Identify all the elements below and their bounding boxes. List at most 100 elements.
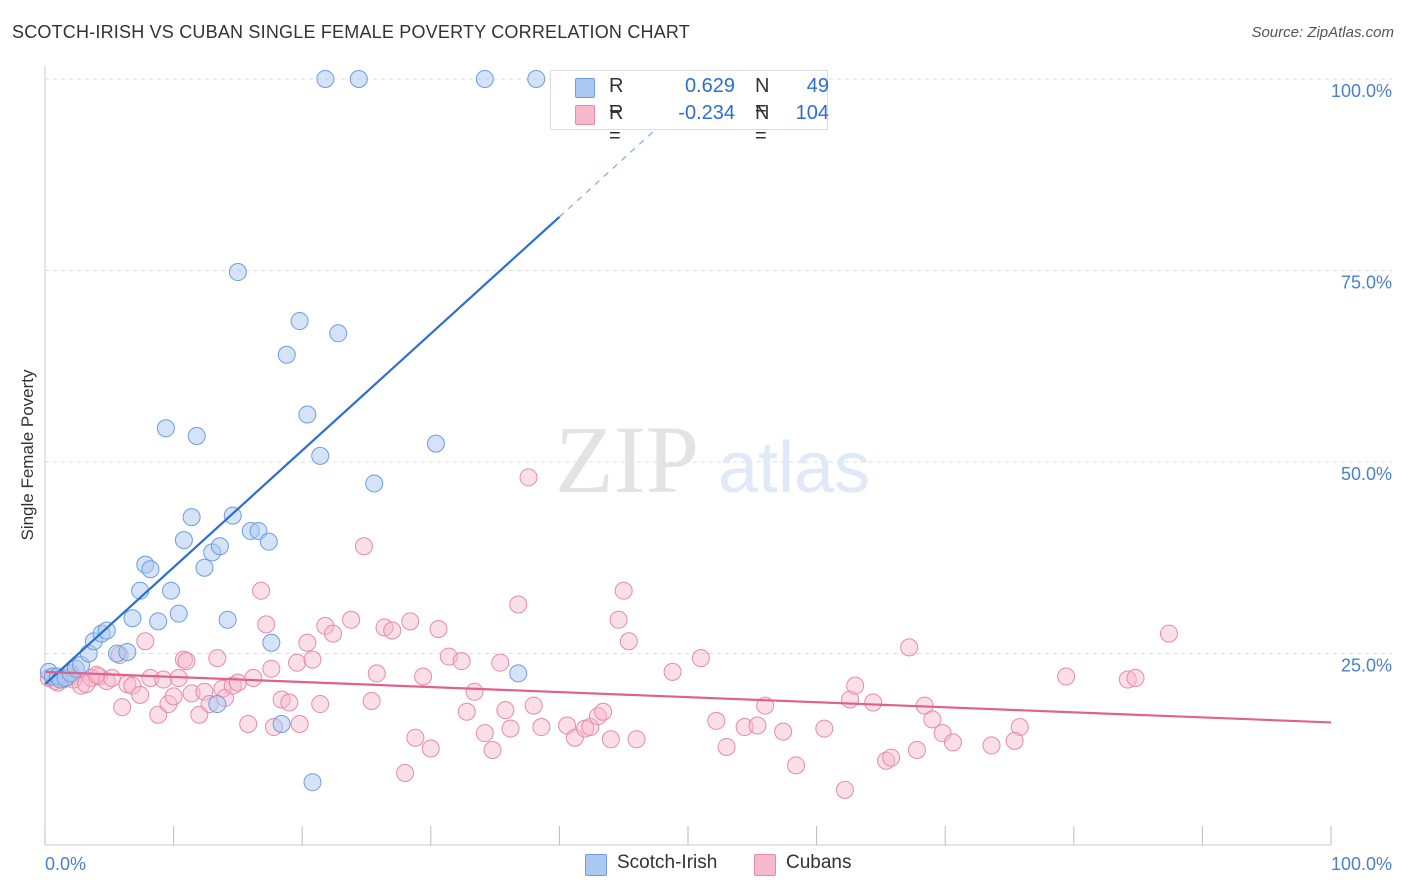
- cuban-point: [367, 664, 386, 683]
- legend-label: Cubans: [786, 852, 852, 873]
- cubans-swatch: [754, 854, 776, 876]
- cuban-point: [383, 621, 402, 640]
- cuban-point: [982, 736, 1001, 755]
- watermark-atlas: atlas: [718, 428, 870, 508]
- cuban-point: [835, 780, 854, 799]
- cuban-point: [228, 673, 247, 692]
- axes: [44, 66, 1332, 846]
- legend-label: Scotch-Irish: [617, 852, 718, 873]
- source-label: Source: ZipAtlas.com: [1251, 24, 1394, 41]
- cuban-point: [748, 716, 767, 735]
- watermark-zip: ZIP: [555, 406, 699, 513]
- n-label: N =: [755, 102, 770, 147]
- scotch-irish-point: [426, 434, 445, 453]
- cuban-point: [846, 676, 865, 695]
- n-value: 49: [806, 75, 829, 97]
- cuban-point: [475, 724, 494, 743]
- cuban-point: [244, 669, 263, 688]
- cuban-point: [565, 728, 584, 747]
- cuban-point: [491, 653, 510, 672]
- scotch-irish-point: [349, 70, 368, 88]
- scotch-irish-point: [156, 419, 175, 438]
- cuban-point: [1057, 667, 1076, 686]
- scotch-irish-point: [272, 714, 291, 733]
- cuban-point: [316, 616, 335, 635]
- scotch-irish-point: [118, 642, 137, 661]
- scotch-irish-point: [169, 604, 188, 623]
- cuban-point: [707, 711, 726, 730]
- scotch-irish-point: [141, 560, 160, 579]
- cuban-point: [102, 669, 121, 688]
- cuban-point: [239, 714, 258, 733]
- scotch-irish-point: [228, 263, 247, 282]
- cuban-point: [290, 714, 309, 733]
- scotch-irish-point: [223, 506, 242, 525]
- cuban-point: [524, 696, 543, 715]
- cuban-point: [262, 659, 281, 678]
- n-label: N =: [755, 75, 770, 120]
- cuban-point: [627, 730, 646, 749]
- cuban-point: [113, 698, 132, 717]
- cuban-point: [354, 537, 373, 556]
- cuban-point: [182, 684, 201, 703]
- scotch-irish-point: [182, 508, 201, 527]
- cuban-point: [501, 719, 520, 738]
- cuban-point: [1118, 670, 1137, 689]
- cuban-point: [663, 662, 682, 681]
- scotch-irish-point: [311, 446, 330, 465]
- cuban-point: [907, 741, 926, 760]
- scotch-irish-point: [277, 345, 296, 364]
- cuban-point: [396, 763, 415, 782]
- cubans-swatch: [575, 105, 595, 125]
- cuban-point: [532, 718, 551, 737]
- cuban-point: [136, 632, 155, 651]
- cuban-point: [1010, 718, 1029, 737]
- cuban-point: [1005, 731, 1024, 750]
- scotch-irish-point: [210, 537, 229, 556]
- cuban-point: [298, 633, 317, 652]
- cuban-point: [691, 649, 710, 668]
- r-value: -0.234: [678, 102, 735, 124]
- scotch-irish-point: [290, 312, 309, 331]
- cuban-point: [164, 687, 183, 706]
- n-value: 104: [795, 102, 829, 124]
- scotch-irish-point: [97, 621, 116, 640]
- r-label: R =: [609, 102, 624, 147]
- cuban-point: [177, 652, 196, 671]
- scotch-irish-point: [218, 610, 237, 629]
- y-tick-label: 75.0%: [1341, 273, 1392, 293]
- cuban-point: [594, 702, 613, 721]
- cuban-point: [303, 650, 322, 669]
- scotch-irish-point: [208, 695, 227, 714]
- cuban-point: [815, 719, 834, 738]
- cuban-point: [257, 615, 276, 634]
- cuban-point: [457, 702, 476, 721]
- cuban-point: [452, 652, 471, 671]
- scotch-irish-point: [527, 70, 546, 88]
- cuban-point: [77, 675, 96, 694]
- scotch-irish-point: [316, 70, 335, 88]
- scotch-irish-point: [149, 612, 168, 631]
- scotch-irish-point: [174, 531, 193, 550]
- cuban-point: [943, 733, 962, 752]
- cuban-point: [483, 741, 502, 760]
- cuban-point: [324, 624, 343, 643]
- scotch-irish-point: [187, 426, 206, 445]
- cuban-point: [208, 649, 227, 668]
- scotch-irish-trend-line: [44, 216, 561, 685]
- cuban-point: [429, 619, 448, 638]
- x-tick-label: 0.0%: [45, 854, 86, 874]
- cuban-point: [280, 693, 299, 712]
- cuban-point: [288, 653, 307, 672]
- cuban-point: [421, 739, 440, 758]
- scotch-irish-point: [262, 633, 281, 652]
- cuban-point: [311, 695, 330, 714]
- grid: [45, 78, 1392, 654]
- cuban-point: [619, 632, 638, 651]
- cuban-point: [717, 737, 736, 756]
- tick-labels: 25.0% 50.0% 75.0% 100.0% 0.0% 100.0%: [45, 81, 1392, 874]
- cuban-point: [877, 751, 896, 770]
- cuban-point: [900, 638, 919, 657]
- cuban-point: [864, 693, 883, 712]
